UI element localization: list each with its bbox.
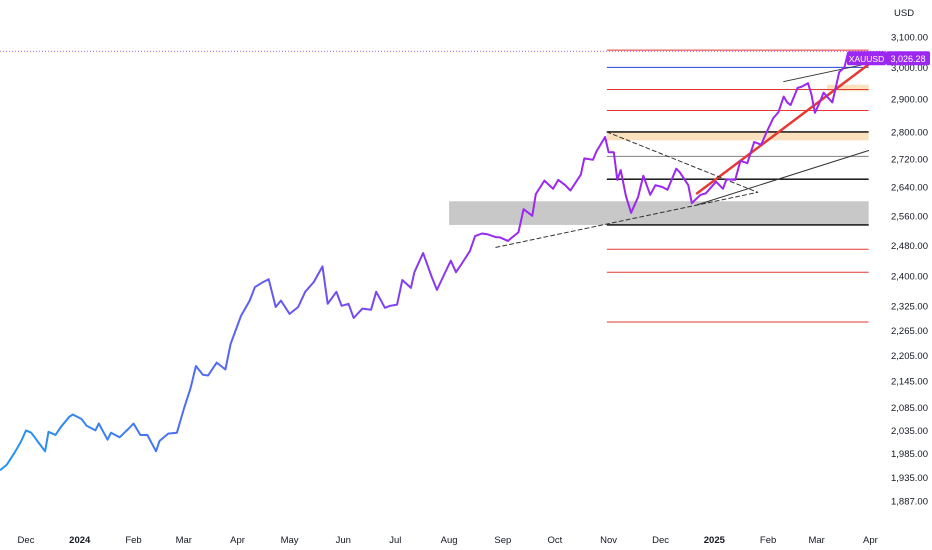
y-tick-label-2: 2,900.00	[891, 95, 928, 106]
y-tick-label-14: 2,035.00	[891, 426, 928, 437]
trendline-3	[495, 191, 759, 248]
last-price-label-bg	[886, 51, 930, 66]
symbol-label-bg	[847, 51, 886, 66]
last-price-labels: XAUUSD 3,026.28	[847, 51, 930, 66]
trendline-0	[695, 63, 870, 195]
zone-0	[449, 201, 869, 225]
zone-1	[606, 131, 869, 141]
trendline-4	[606, 131, 759, 193]
x-tick-label-4: Apr	[230, 535, 245, 546]
x-tick-label-13: 2025	[704, 535, 726, 546]
x-tick-label-5: May	[281, 535, 299, 546]
x-tick-label-12: Dec	[652, 535, 669, 546]
x-tick-label-7: Jul	[389, 535, 401, 546]
x-tick-label-14: Feb	[760, 535, 776, 546]
x-tick-label-10: Oct	[547, 535, 562, 546]
zones-layer	[449, 84, 869, 225]
x-tick-label-1: 2024	[69, 535, 91, 546]
trendline-2	[783, 64, 863, 83]
y-tick-label-6: 2,560.00	[891, 211, 928, 222]
price-series-line	[0, 52, 853, 472]
y-tick-label-4: 2,720.00	[891, 155, 928, 166]
y-tick-label-16: 1,935.00	[891, 473, 928, 484]
trendline-1	[696, 150, 870, 206]
x-axis[interactable]: Dec 2024 Feb Mar Apr May Jun Jul Aug Sep Oct Nov Dec…	[18, 535, 878, 546]
y-tick-label-3: 2,800.00	[891, 127, 928, 138]
x-tick-label-8: Aug	[441, 535, 458, 546]
x-tick-label-16: Apr	[863, 535, 878, 546]
y-tick-label-17: 1,887.00	[891, 497, 928, 508]
y-tick-label-0: 3,100.00	[891, 32, 928, 43]
levels-layer	[606, 49, 869, 323]
y-tick-label-1: 3,000.00	[891, 63, 928, 74]
y-tick-label-7: 2,480.00	[891, 241, 928, 252]
y-tick-label-15: 1,985.00	[891, 449, 928, 460]
x-tick-label-3: Mar	[176, 535, 192, 546]
zone-2	[827, 84, 869, 92]
x-tick-label-11: Nov	[600, 535, 617, 546]
symbol-label: XAUUSD	[849, 54, 884, 64]
y-tick-label-13: 2,085.00	[891, 403, 928, 414]
y-axis[interactable]: USD 3,100.00 3,000.00 2,900.00 2,800.00 2,72…	[891, 8, 928, 508]
x-tick-label-9: Sep	[494, 535, 511, 546]
x-tick-label-6: Jun	[336, 535, 351, 546]
y-tick-label-11: 2,205.00	[891, 351, 928, 362]
y-tick-label-12: 2,145.00	[891, 377, 928, 388]
y-tick-label-9: 2,325.00	[891, 301, 928, 312]
y-tick-label-5: 2,640.00	[891, 182, 928, 193]
last-price-label: 3,026.28	[890, 54, 925, 64]
x-tick-label-15: Mar	[808, 535, 824, 546]
x-tick-label-2: Feb	[125, 535, 141, 546]
currency-label[interactable]: USD	[894, 8, 914, 19]
y-tick-label-8: 2,400.00	[891, 272, 928, 283]
y-tick-label-10: 2,265.00	[891, 326, 928, 337]
trendlines-layer	[495, 63, 870, 248]
x-tick-label-0: Dec	[18, 535, 35, 546]
